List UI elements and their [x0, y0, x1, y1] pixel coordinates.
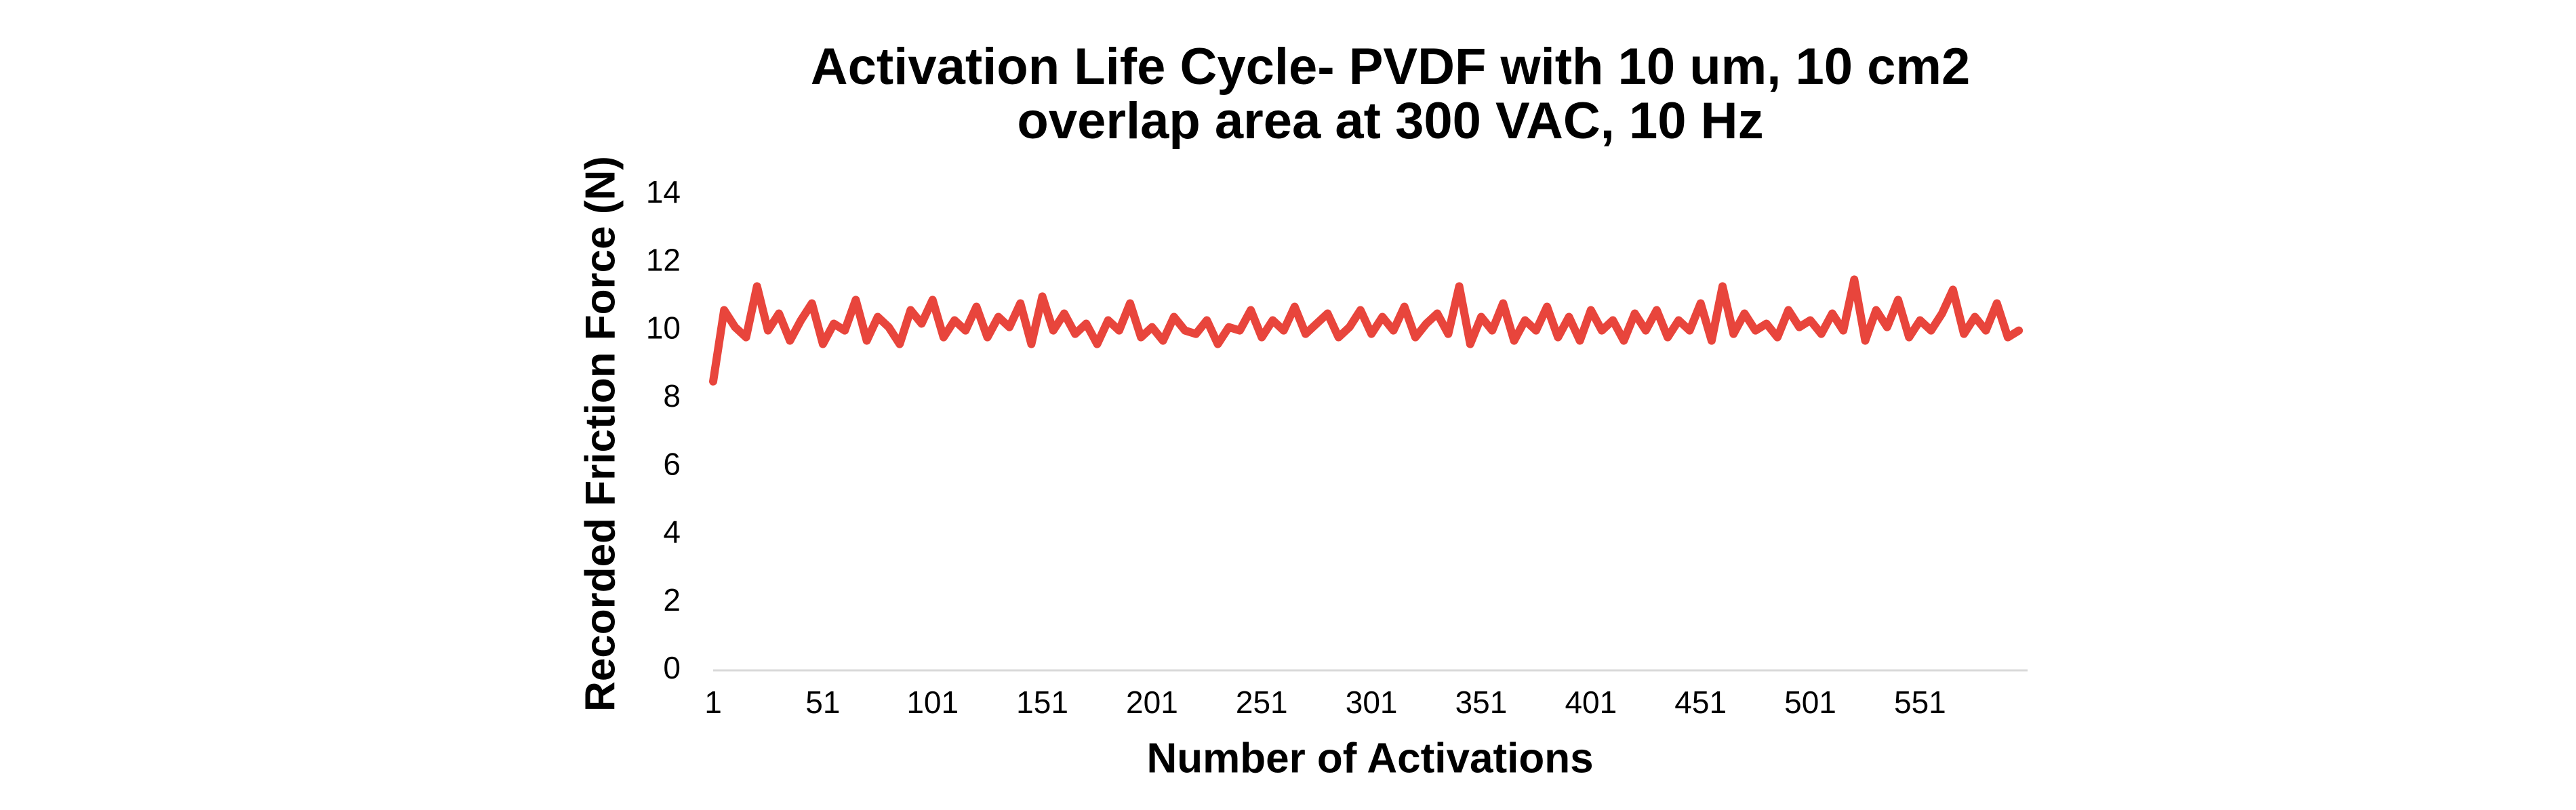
x-tick-label: 251 — [1236, 685, 1288, 720]
x-tick-label: 501 — [1784, 685, 1836, 720]
y-tick-label: 4 — [663, 514, 681, 550]
y-tick-label: 8 — [663, 378, 681, 413]
x-tick-label: 401 — [1565, 685, 1617, 720]
data-line — [709, 275, 2024, 386]
y-tick-label: 2 — [663, 582, 681, 617]
x-tick-label: 101 — [906, 685, 959, 720]
y-tick-label: 6 — [663, 446, 681, 481]
x-tick-label: 551 — [1894, 685, 1946, 720]
x-tick-label: 151 — [1016, 685, 1068, 720]
x-tick-label: 451 — [1674, 685, 1727, 720]
y-tick-label: 0 — [663, 650, 681, 685]
y-tick-label: 14 — [646, 174, 681, 209]
chart-title: overlap area at 300 VAC, 10 Hz — [1017, 92, 1763, 150]
x-tick-label: 51 — [805, 685, 840, 720]
x-tick-label: 351 — [1455, 685, 1508, 720]
x-tick-label: 201 — [1126, 685, 1178, 720]
chart-title: Activation Life Cycle- PVDF with 10 um, … — [811, 38, 1970, 96]
x-tick-label: 1 — [704, 685, 722, 720]
y-axis-title: Recorded Friction Force (N) — [577, 156, 624, 712]
y-tick-label: 12 — [646, 242, 681, 277]
x-tick-label: 301 — [1346, 685, 1398, 720]
y-tick-label: 10 — [646, 310, 681, 346]
x-axis-title: Number of Activations — [1146, 735, 1593, 782]
